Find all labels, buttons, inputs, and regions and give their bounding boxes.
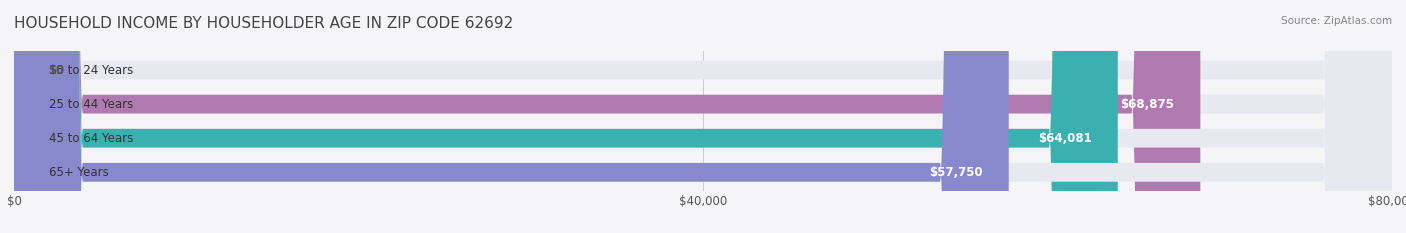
FancyBboxPatch shape (14, 0, 1392, 233)
Text: Source: ZipAtlas.com: Source: ZipAtlas.com (1281, 16, 1392, 26)
FancyBboxPatch shape (14, 0, 1118, 233)
Text: $64,081: $64,081 (1038, 132, 1092, 145)
FancyBboxPatch shape (14, 0, 1392, 233)
Text: 45 to 64 Years: 45 to 64 Years (48, 132, 132, 145)
Text: 15 to 24 Years: 15 to 24 Years (48, 64, 132, 76)
Text: $0: $0 (48, 64, 65, 76)
Text: 65+ Years: 65+ Years (48, 166, 108, 179)
FancyBboxPatch shape (14, 0, 1008, 233)
Text: $57,750: $57,750 (929, 166, 983, 179)
Text: $68,875: $68,875 (1121, 98, 1174, 111)
Text: 25 to 44 Years: 25 to 44 Years (48, 98, 132, 111)
FancyBboxPatch shape (14, 0, 1201, 233)
FancyBboxPatch shape (14, 0, 1392, 233)
FancyBboxPatch shape (14, 0, 1392, 233)
Text: HOUSEHOLD INCOME BY HOUSEHOLDER AGE IN ZIP CODE 62692: HOUSEHOLD INCOME BY HOUSEHOLDER AGE IN Z… (14, 16, 513, 31)
